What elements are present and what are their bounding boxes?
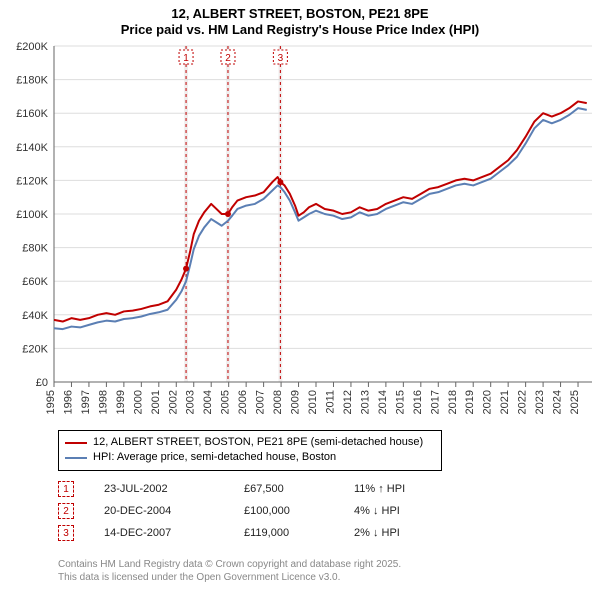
event-date: 20-DEC-2004 [104,505,244,517]
event-row: 2 20-DEC-2004 £100,000 4% ↓ HPI [58,500,444,522]
svg-text:3: 3 [278,53,284,64]
svg-text:1998: 1998 [97,390,109,414]
event-marker-2: 2 [58,503,74,519]
legend-label-hpi: HPI: Average price, semi-detached house,… [93,450,336,465]
legend-swatch-price-paid [65,442,87,444]
footer-line-1: Contains HM Land Registry data © Crown c… [58,558,401,571]
svg-text:1997: 1997 [80,390,92,414]
svg-text:£160K: £160K [16,108,48,120]
svg-text:2010: 2010 [307,390,319,414]
legend-swatch-hpi [65,457,87,459]
svg-text:£60K: £60K [22,276,48,288]
event-marker-3: 3 [58,525,74,541]
event-price: £100,000 [244,505,354,517]
svg-text:£180K: £180K [16,75,48,87]
event-date: 14-DEC-2007 [104,527,244,539]
event-price: £119,000 [244,527,354,539]
event-diff: 4% ↓ HPI [354,505,444,517]
svg-text:2022: 2022 [517,390,529,414]
svg-text:2008: 2008 [272,390,284,414]
legend-label-price-paid: 12, ALBERT STREET, BOSTON, PE21 8PE (sem… [93,435,423,450]
attribution-footer: Contains HM Land Registry data © Crown c… [58,558,401,584]
svg-text:2021: 2021 [499,390,511,414]
svg-text:1: 1 [183,53,189,64]
svg-text:2: 2 [225,53,231,64]
svg-text:£20K: £20K [22,343,48,355]
svg-text:2004: 2004 [202,390,214,414]
svg-text:2024: 2024 [552,390,564,414]
svg-text:2007: 2007 [255,390,267,414]
svg-text:2013: 2013 [359,390,371,414]
event-table: 1 23-JUL-2002 £67,500 11% ↑ HPI 2 20-DEC… [58,478,444,544]
event-marker-1: 1 [58,481,74,497]
event-date: 23-JUL-2002 [104,483,244,495]
svg-text:2017: 2017 [429,390,441,414]
svg-text:2011: 2011 [324,390,336,414]
svg-text:2006: 2006 [237,390,249,414]
event-price: £67,500 [244,483,354,495]
svg-text:2005: 2005 [220,390,232,414]
svg-text:2015: 2015 [394,390,406,414]
svg-text:2002: 2002 [167,390,179,414]
svg-text:£100K: £100K [16,209,48,221]
svg-text:£140K: £140K [16,142,48,154]
chart-title-block: 12, ALBERT STREET, BOSTON, PE21 8PE Pric… [0,0,600,39]
svg-text:£0: £0 [36,377,48,389]
svg-text:2023: 2023 [534,390,546,414]
footer-line-2: This data is licensed under the Open Gov… [58,571,401,584]
title-line-2: Price paid vs. HM Land Registry's House … [0,22,600,38]
svg-text:2020: 2020 [482,390,494,414]
svg-text:1999: 1999 [115,390,127,414]
svg-text:2018: 2018 [447,390,459,414]
svg-text:1995: 1995 [45,390,57,414]
title-line-1: 12, ALBERT STREET, BOSTON, PE21 8PE [0,6,600,22]
event-row: 3 14-DEC-2007 £119,000 2% ↓ HPI [58,522,444,544]
event-row: 1 23-JUL-2002 £67,500 11% ↑ HPI [58,478,444,500]
svg-text:2025: 2025 [569,390,581,414]
svg-text:2003: 2003 [185,390,197,414]
svg-text:2014: 2014 [377,390,389,414]
svg-text:2019: 2019 [464,390,476,414]
svg-text:2016: 2016 [412,390,424,414]
legend: 12, ALBERT STREET, BOSTON, PE21 8PE (sem… [58,430,442,471]
legend-item-hpi: HPI: Average price, semi-detached house,… [65,450,435,465]
svg-text:1996: 1996 [62,390,74,414]
svg-text:£80K: £80K [22,243,48,255]
svg-text:2012: 2012 [342,390,354,414]
svg-text:2000: 2000 [132,390,144,414]
legend-item-price-paid: 12, ALBERT STREET, BOSTON, PE21 8PE (sem… [65,435,435,450]
svg-text:£200K: £200K [16,42,48,53]
svg-text:£120K: £120K [16,175,48,187]
svg-text:2009: 2009 [290,390,302,414]
price-chart: £0 £20K £40K £60K £80K £100K £120K £140K £160K £1… [4,42,596,427]
svg-text:2001: 2001 [150,390,162,414]
svg-text:£40K: £40K [22,310,48,322]
event-diff: 11% ↑ HPI [354,483,444,495]
event-diff: 2% ↓ HPI [354,527,444,539]
